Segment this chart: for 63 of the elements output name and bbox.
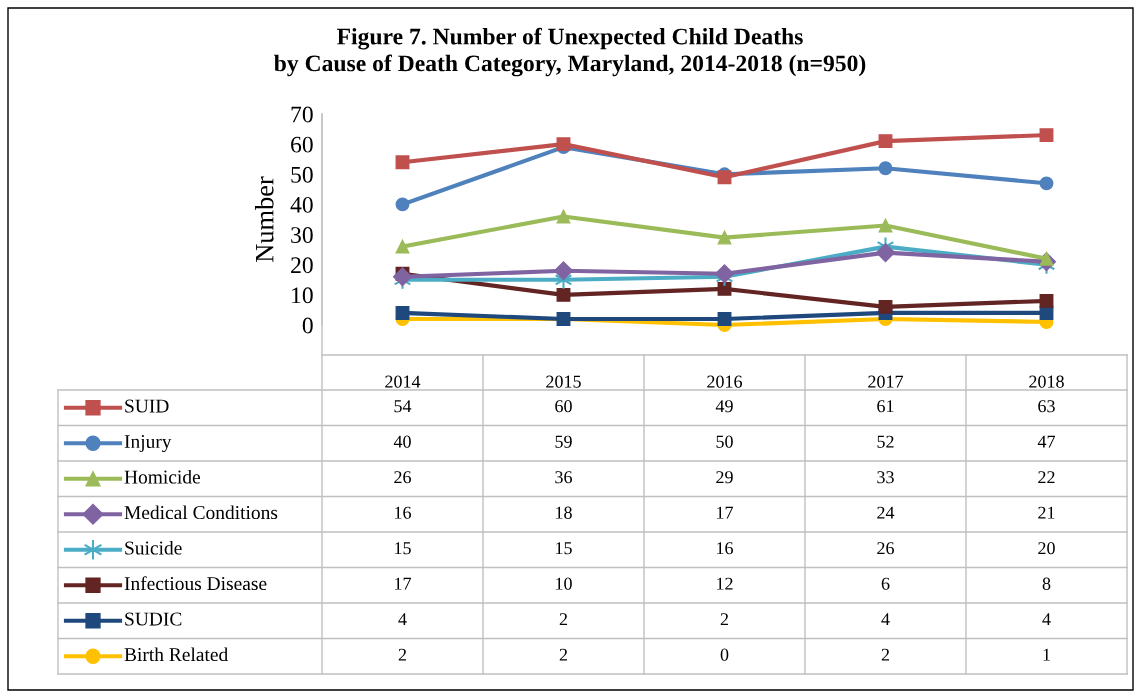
x-tick-label: 2016 xyxy=(707,375,743,388)
data-label: 33 xyxy=(877,471,894,484)
y-tick-label: 10 xyxy=(292,287,313,304)
legend-label: Birth Related xyxy=(124,647,228,662)
data-label: 18 xyxy=(556,506,572,519)
data-label: 4 xyxy=(1042,613,1051,626)
data-label: 20 xyxy=(1038,542,1055,555)
data-label: 2 xyxy=(881,648,890,661)
data-label: 50 xyxy=(716,435,733,448)
data-label: 17 xyxy=(717,506,734,519)
x-tick-label: 2017 xyxy=(868,375,904,388)
chart-title: Figure 7. Number of Unexpected Child Deaths by Cause of Death Category, Maryland, 2014-2018 (n=950) xyxy=(274,27,866,77)
y-tick-label: 40 xyxy=(290,196,313,213)
data-label: 2 xyxy=(559,648,568,661)
data-label: 16 xyxy=(717,542,733,555)
legend-label: SUID xyxy=(125,399,169,413)
data-label: 49 xyxy=(715,400,733,413)
data-label: 12 xyxy=(717,577,733,590)
data-label: 59 xyxy=(555,435,572,448)
legend-label: Injury xyxy=(124,435,172,453)
data-label: 17 xyxy=(395,577,412,590)
data-label: 60 xyxy=(555,400,572,413)
data-label: 29 xyxy=(716,471,733,484)
y-tick-label: 30 xyxy=(291,227,313,243)
data-label: 21 xyxy=(1038,506,1055,519)
x-tick-label: 2015 xyxy=(546,375,581,388)
legend-label: Homicide xyxy=(124,469,200,484)
data-label: 2 xyxy=(720,613,729,626)
data-label: 2 xyxy=(398,648,407,661)
y-tick-label: 70 xyxy=(291,106,313,123)
legend-label: Infectious Disease xyxy=(124,576,267,591)
x-tick-label: 2018 xyxy=(1029,375,1064,388)
data-label: 15 xyxy=(556,542,572,555)
data-label: 16 xyxy=(395,506,411,519)
data-label: 15 xyxy=(395,542,411,555)
data-label: 47 xyxy=(1037,435,1056,448)
legend-label: Medical Conditions xyxy=(124,505,278,520)
y-tick-label: 60 xyxy=(291,136,313,153)
y-tick-label: 20 xyxy=(291,257,313,274)
data-label: 54 xyxy=(394,400,412,413)
data-label: 40 xyxy=(393,435,411,448)
y-tick-label: 50 xyxy=(291,166,313,183)
x-tick-label: 2014 xyxy=(385,375,421,388)
data-label: 4 xyxy=(398,613,407,626)
data-label: 0 xyxy=(720,648,729,661)
y-tick-label: 0 xyxy=(302,317,313,334)
data-label: 6 xyxy=(881,577,890,590)
data-label: 36 xyxy=(555,471,572,484)
data-label: 26 xyxy=(394,471,411,484)
data-label: 4 xyxy=(881,613,890,626)
data-label: 2 xyxy=(559,613,568,626)
data-label: 24 xyxy=(877,506,895,519)
data-label: 26 xyxy=(877,542,894,555)
legend-label: Suicide xyxy=(125,540,182,555)
data-label: 8 xyxy=(1042,577,1051,590)
data-label: 10 xyxy=(556,577,572,590)
data-label: 61 xyxy=(877,400,894,413)
data-label: 1 xyxy=(1043,648,1050,661)
data-label: 52 xyxy=(877,435,894,448)
legend-label: SUDIC xyxy=(125,612,182,626)
data-label: 63 xyxy=(1038,400,1055,413)
y-axis-title: Number xyxy=(255,176,274,262)
data-label: 22 xyxy=(1038,471,1055,484)
